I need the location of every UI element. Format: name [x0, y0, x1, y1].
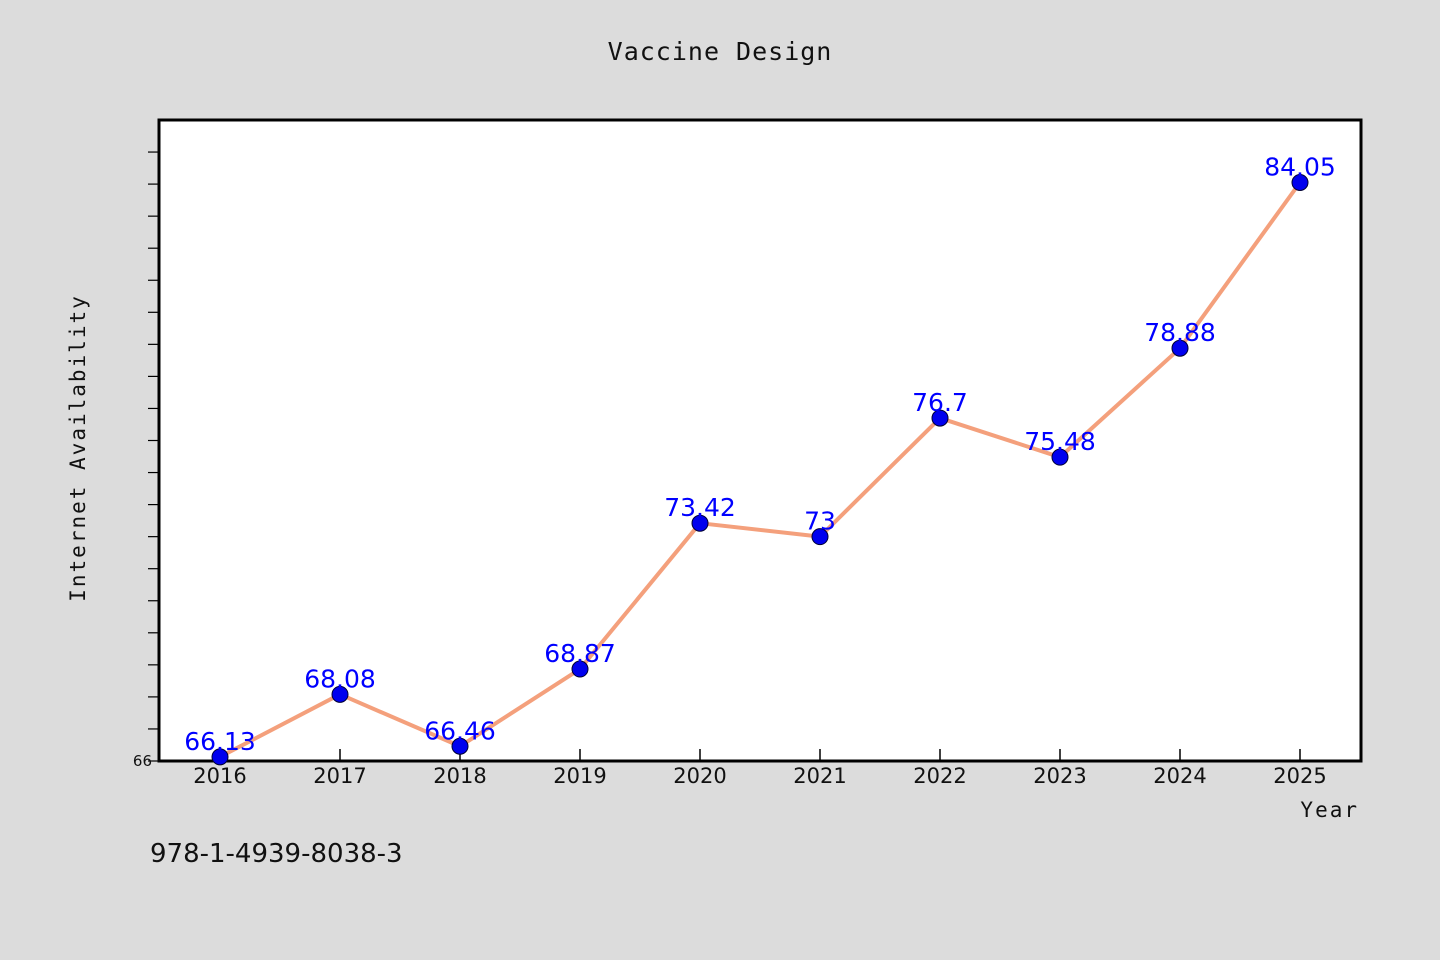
footer-text: 978-1-4939-8038-3: [150, 839, 403, 869]
y-tick-label: 66: [133, 752, 152, 770]
data-label: 66.46: [424, 716, 496, 745]
data-point: [811, 528, 829, 546]
plot-area: [157, 118, 1363, 763]
x-tick-label: 2024: [1153, 764, 1206, 788]
data-label: 68.08: [304, 664, 376, 693]
chart-title: Vaccine Design: [608, 37, 833, 66]
x-tick-label: 2023: [1033, 764, 1086, 788]
y-axis-label: Internet Availability: [66, 294, 90, 602]
data-markers: [211, 173, 1309, 766]
data-point: [691, 514, 709, 532]
data-point: [1291, 173, 1309, 191]
x-axis-label: Year: [1300, 798, 1359, 822]
y-axis-ticks: 66: [133, 151, 159, 770]
data-point: [1171, 339, 1189, 357]
x-tick-label: 2022: [913, 764, 966, 788]
x-tick-label: 2016: [193, 764, 246, 788]
series-line: [219, 181, 1302, 759]
data-point: [211, 748, 229, 766]
x-tick-label: 2019: [553, 764, 606, 788]
data-point: [931, 409, 949, 427]
data-label: 75.48: [1024, 427, 1096, 456]
x-tick-label: 2018: [433, 764, 486, 788]
data-label: 84.05: [1264, 152, 1336, 181]
x-tick-label: 2025: [1273, 764, 1326, 788]
data-label: 76.7: [912, 388, 968, 417]
data-point: [451, 737, 469, 755]
data-labels: 66.13 68.08 66.46 68.87 73.42 73 76.7 75.48 78.8…: [184, 152, 1336, 755]
data-point: [331, 685, 349, 703]
data-label: 73.42: [664, 493, 736, 522]
data-point: [571, 660, 589, 678]
x-tick-label: 2020: [673, 764, 726, 788]
x-axis-ticks: 2016 2017 2018 2019 2020 2021 2022 2023 2024 2025: [193, 749, 1327, 788]
data-label: 68.87: [544, 639, 616, 668]
data-label: 78.88: [1144, 318, 1216, 347]
data-point: [1051, 448, 1069, 466]
x-tick-label: 2017: [313, 764, 366, 788]
data-label: 66.13: [184, 727, 256, 756]
x-tick-label: 2021: [793, 764, 846, 788]
data-label: 73: [804, 507, 836, 536]
